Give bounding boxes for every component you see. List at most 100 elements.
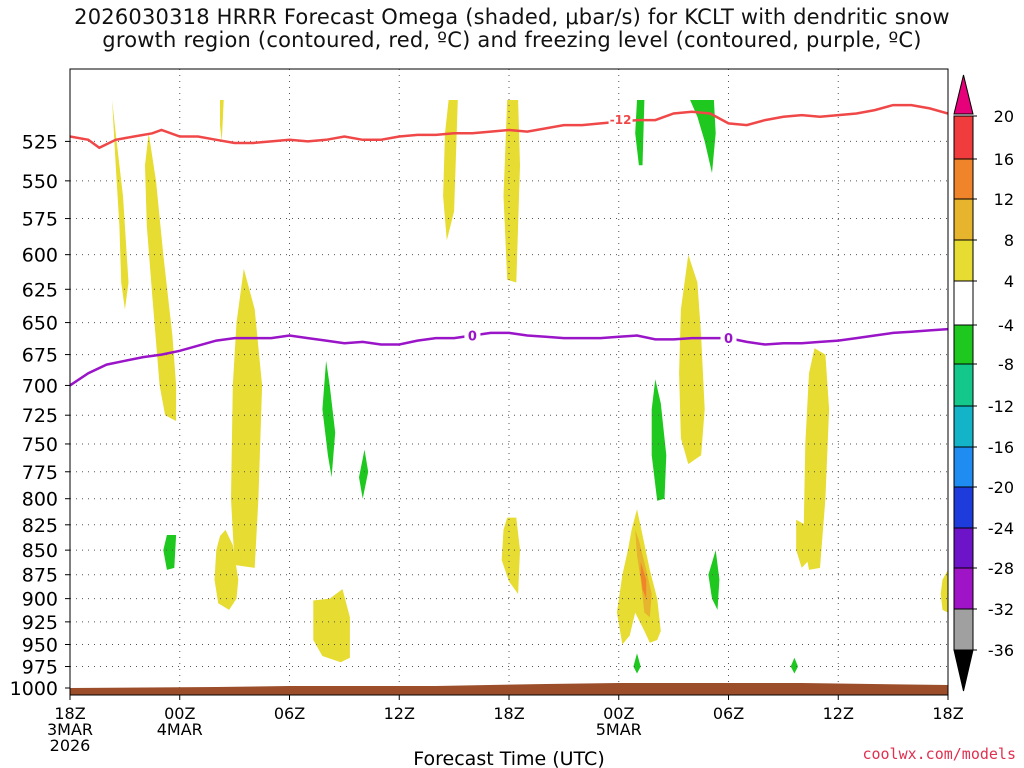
omega-region-0 [112, 100, 129, 310]
colorbar-label-13: -36 [988, 641, 1014, 660]
chart-title-line-2: growth region (contoured, red, ºC) and f… [102, 28, 922, 52]
grid-layer [70, 69, 948, 695]
colorbar-label-3: 8 [1004, 231, 1014, 250]
colorbar-label-11: -28 [988, 559, 1014, 578]
y-tick-label-825: 825 [22, 515, 58, 537]
x-tick-label-30-0: 00Z [603, 704, 634, 723]
omega-region-18 [359, 449, 369, 499]
colorbar-label-7: -12 [988, 397, 1014, 416]
colorbar-bottom-arrow [953, 649, 974, 692]
omega-region-23 [633, 653, 641, 674]
omega-region-8 [616, 509, 661, 645]
freezing-level-contour [70, 327, 948, 387]
y-tick-label-800: 800 [22, 489, 58, 511]
ground-layer [70, 683, 948, 695]
y-tick-label-600: 600 [22, 245, 58, 267]
colorbar-segment-0 [953, 115, 974, 160]
y-tick-label-775: 775 [22, 462, 58, 484]
y-tick-label-850: 850 [22, 540, 58, 562]
y-tick-label-950: 950 [22, 634, 58, 656]
freezing-contour-label-1: 0 [724, 332, 733, 347]
x-tick-label-0-1: 3MAR [47, 720, 93, 739]
omega-region-7 [501, 517, 520, 594]
colorbar-top-arrow [953, 74, 974, 115]
dgz-label-bg [608, 113, 633, 128]
freezing-label-bg-1 [720, 331, 737, 346]
colorbar-segment-1 [953, 158, 974, 200]
omega-region-11 [796, 519, 809, 568]
omega-region-5 [443, 100, 458, 241]
y-tick-label-575: 575 [22, 209, 58, 231]
colorbar-label-5: -4 [998, 316, 1014, 335]
x-tick-label-30-1: 5MAR [596, 720, 642, 739]
omega-region-16 [163, 535, 177, 570]
x-tick-label-36-0: 06Z [713, 704, 744, 723]
y-tick-label-925: 925 [22, 612, 58, 634]
omega-region-22 [708, 550, 720, 610]
colorbar: 20 16 12 8 4 -4 -8 -12 -16 -20 -24 -28 -32 -36 [953, 74, 1014, 692]
colorbar-segment-3 [953, 239, 974, 282]
dgz-contour-label: -12 [610, 113, 632, 127]
colorbar-segment-5 [953, 324, 974, 365]
freezing-label-bg-0 [464, 328, 481, 343]
omega-region-20 [690, 100, 716, 174]
colorbar-segment-9 [953, 486, 974, 529]
colorbar-label-4: 4 [1004, 272, 1014, 291]
y-tick-label-675: 675 [22, 345, 58, 367]
omega-region-1 [145, 133, 177, 422]
y-tick-label-700: 700 [22, 375, 58, 397]
y-tick-label-550: 550 [22, 171, 58, 193]
colorbar-label-2: 12 [994, 190, 1014, 209]
ground-surface [70, 683, 948, 695]
colorbar-label-6: -8 [998, 355, 1014, 374]
y-tick-label-875: 875 [22, 565, 58, 587]
colorbar-segment-6 [953, 363, 974, 407]
omega-region-24 [790, 657, 798, 674]
x-tick-label-6-0: 00Z [164, 704, 195, 723]
contour-layer: -12 0 0 [70, 103, 948, 387]
colorbar-segment-7 [953, 405, 974, 448]
chart-title: 2026030318 HRRR Forecast Omega (shaded, … [0, 6, 1024, 52]
y-tick-label-900: 900 [22, 589, 58, 611]
y-tick-label-525: 525 [22, 131, 58, 153]
y-tick-label-975: 975 [22, 657, 58, 679]
omega-region-12 [220, 100, 224, 142]
colorbar-label-1: 16 [994, 150, 1014, 169]
omega-region-6 [503, 100, 520, 283]
site-credit: coolwx.com/models [862, 745, 1016, 763]
freezing-contour-label-0: 0 [468, 330, 477, 345]
y-tick-label-625: 625 [22, 279, 58, 301]
y-tick-label-650: 650 [22, 313, 58, 335]
colorbar-label-12: -32 [988, 600, 1014, 619]
omega-region-15 [640, 562, 647, 599]
omega-region-13 [940, 569, 948, 613]
x-tick-label-18-0: 12Z [384, 704, 415, 723]
colorbar-segment-10 [953, 527, 974, 569]
axis-layer: 525 550 575 600 625 650 675 700 725 750 775 800 825 8… [10, 68, 964, 768]
dgz-minus12-contour [70, 103, 948, 150]
x-tick-label-0-0: 18Z [54, 704, 85, 723]
x-tick-label-24-0: 18Z [493, 704, 524, 723]
omega-region-10 [803, 348, 830, 570]
y-tick-label-1000: 1000 [10, 678, 58, 700]
omega-shading-layer [112, 100, 948, 674]
colorbar-label-0: 20 [994, 107, 1014, 126]
x-tick-label-12-0: 06Z [274, 704, 305, 723]
colorbar-label-10: -24 [988, 519, 1014, 538]
x-tick-label-6-1: 4MAR [157, 720, 203, 739]
omega-region-21 [651, 379, 667, 501]
omega-region-17 [322, 360, 336, 478]
y-tick-label-725: 725 [22, 405, 58, 427]
omega-region-2 [231, 268, 263, 568]
chart-title-line-1: 2026030318 HRRR Forecast Omega (shaded, … [74, 5, 950, 29]
colorbar-segment-12 [953, 608, 974, 651]
y-tick-label-750: 750 [22, 434, 58, 456]
omega-region-19 [635, 100, 645, 166]
colorbar-segment-11 [953, 567, 974, 610]
x-tick-label-42-0: 12Z [823, 704, 854, 723]
colorbar-label-9: -20 [988, 478, 1014, 497]
omega-region-4 [313, 589, 350, 663]
x-tick-label-48-0: 18Z [932, 704, 963, 723]
x-axis-title: Forecast Time (UTC) [413, 748, 604, 768]
